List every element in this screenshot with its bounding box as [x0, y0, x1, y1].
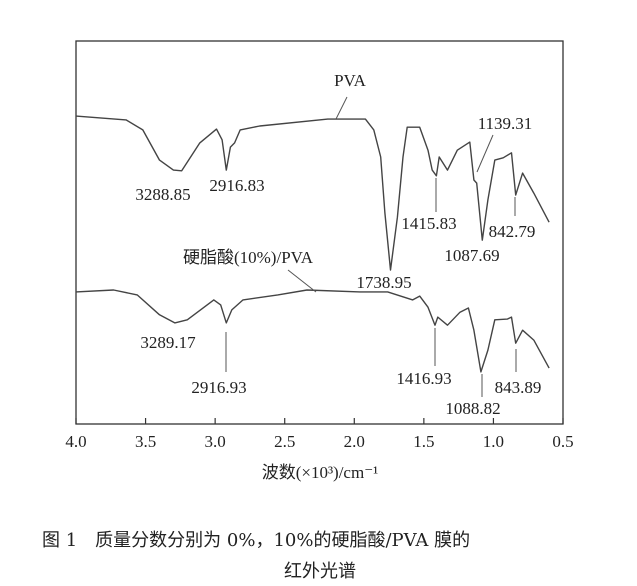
x-tick-label: 3.0	[204, 432, 225, 451]
x-tick-label: 0.5	[552, 432, 573, 451]
series-label-stearic-acid-pva: 硬脂酸(10%)/PVA	[183, 248, 314, 267]
peak-label: 1087.69	[444, 246, 499, 265]
figure-caption-line2: 红外光谱	[284, 561, 356, 582]
peak-label: 1415.83	[401, 214, 456, 233]
peak-label: 3288.85	[135, 185, 190, 204]
peak-label: 1139.31	[478, 114, 533, 133]
x-tick-label: 4.0	[65, 432, 86, 451]
leader-line	[476, 134, 494, 173]
x-tick-label: 3.5	[135, 432, 156, 451]
leader-line	[287, 269, 317, 293]
leader-line	[335, 96, 348, 120]
series-label-pva: PVA	[334, 71, 367, 90]
series-line-stearic-acid-pva	[75, 289, 550, 373]
plot-frame	[75, 40, 564, 425]
x-tick-labels: 4.0 3.5 3.0 2.5 2.0 1.5 1.0 0.5	[65, 432, 573, 451]
peak-label: 1738.95	[356, 273, 411, 292]
peak-label: 1416.93	[396, 369, 451, 388]
series-line-pva	[75, 115, 550, 271]
x-tick-label: 2.0	[344, 432, 365, 451]
peak-label: 843.89	[495, 378, 542, 397]
peak-label: 1088.82	[445, 399, 500, 418]
peak-label: 3289.17	[140, 333, 196, 352]
x-tick-label: 1.5	[413, 432, 434, 451]
peak-label: 2916.83	[209, 176, 264, 195]
x-axis-title: 波数(×10³)/cm⁻¹	[262, 463, 379, 482]
peak-label: 2916.93	[191, 378, 246, 397]
x-tick-label: 1.0	[483, 432, 504, 451]
x-tick-label: 2.5	[274, 432, 295, 451]
x-ticks	[75, 418, 564, 424]
peak-label: 842.79	[489, 222, 536, 241]
figure-caption-line1: 图 1 质量分数分别为 0%，10%的硬脂酸/PVA 膜的	[42, 530, 470, 551]
